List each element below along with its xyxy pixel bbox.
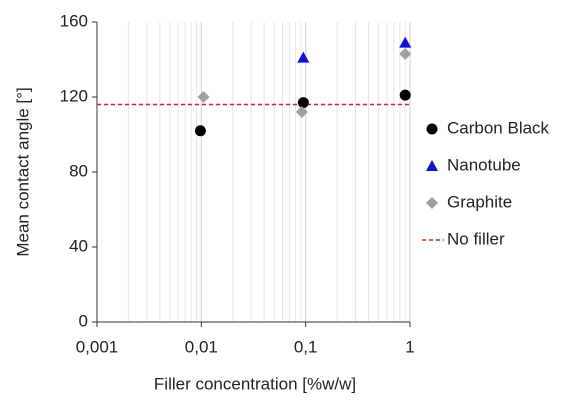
- y-tick-label: 0: [79, 311, 88, 330]
- x-tick-label: 0,01: [185, 337, 218, 356]
- point: [297, 97, 309, 109]
- x-tick-label: 0,001: [76, 337, 119, 356]
- point: [297, 51, 310, 63]
- legend-label: Carbon Black: [447, 118, 550, 137]
- legend-label: Graphite: [447, 192, 512, 211]
- x-axis-label: Filler concentration [%w/w]: [154, 374, 356, 393]
- point: [194, 125, 206, 137]
- point: [399, 47, 412, 60]
- legend-label: Nanotube: [447, 155, 521, 174]
- point: [197, 91, 210, 103]
- y-axis-label: Mean contact angle [°]: [13, 87, 32, 256]
- y-tick-label: 120: [60, 86, 88, 105]
- legend-marker: [426, 197, 438, 209]
- legend-marker: [426, 160, 438, 171]
- point: [399, 89, 411, 101]
- x-tick-label: 1: [405, 337, 414, 356]
- point: [399, 36, 412, 48]
- y-tick-label: 80: [69, 161, 88, 180]
- legend-label: No filler: [447, 229, 505, 248]
- legend-marker: [426, 123, 438, 135]
- point: [295, 106, 308, 118]
- x-tick-label: 0,1: [294, 337, 318, 356]
- y-tick-label: 40: [69, 236, 88, 255]
- y-tick-label: 160: [60, 11, 88, 30]
